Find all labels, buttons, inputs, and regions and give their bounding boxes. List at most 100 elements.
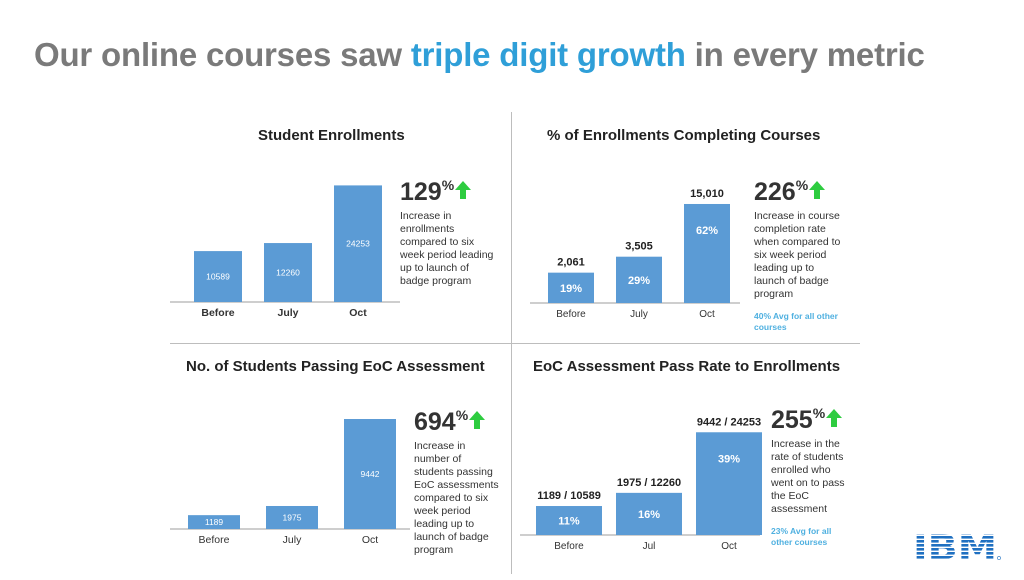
bar-value-label: 62% (696, 225, 718, 237)
category-label: Oct (699, 309, 715, 320)
bar-top-label: 9442 / 24253 (697, 416, 761, 428)
growth-unit: % (812, 405, 826, 421)
headline-part1: Our online courses saw (34, 36, 411, 73)
growth-unit: % (441, 177, 455, 193)
note-line: other courses (771, 537, 828, 547)
headline-highlight: triple digit growth (410, 36, 686, 73)
description-line: assessment (771, 503, 828, 515)
description-line: launch of badge (414, 531, 489, 543)
ibm-logo: IBM (913, 528, 1001, 567)
bar-before (188, 515, 240, 529)
bar-value-label: 9442 (361, 469, 380, 479)
bar-top-label: 1189 / 10589 (537, 490, 601, 502)
bar-value-label: 10589 (206, 272, 230, 282)
note-line: 23% Avg for all (771, 526, 832, 536)
category-label: Before (556, 309, 586, 320)
bar-value-label: 1975 (283, 512, 302, 522)
bar-july (616, 256, 662, 303)
bar-value-label: 11% (558, 516, 580, 528)
description-line: week period (414, 505, 471, 517)
growth-block-pass-rate: 255% Increase in the rate of students en… (771, 405, 871, 548)
description-line: week period leading (400, 249, 494, 261)
category-label: Oct (349, 307, 367, 319)
average-note: 23% Avg for all other courses (771, 526, 871, 548)
bar-value-label: 12260 (276, 268, 300, 278)
bar-oct (696, 432, 762, 535)
growth-value: 226 (754, 178, 796, 206)
description-line: enrollments (400, 223, 455, 235)
note-line: courses (754, 322, 787, 332)
description-line: badge program (400, 275, 472, 287)
description-line: Increase in (400, 210, 452, 222)
bar-value-label: 16% (638, 509, 660, 521)
growth-unit: % (795, 177, 809, 193)
bar-top-label: 2,061 (557, 257, 585, 269)
description-line: the EoC (771, 490, 809, 502)
growth-description: Increase in number of students passing E… (414, 440, 509, 557)
description-line: six week period (754, 249, 827, 261)
up-arrow-icon (455, 179, 472, 204)
up-arrow-icon (826, 407, 843, 432)
growth-value: 694 (414, 408, 456, 436)
growth-value: 129 (400, 178, 442, 206)
category-label: Before (199, 534, 230, 546)
description-line: EoC assessments (414, 479, 499, 491)
bar-before (194, 251, 242, 302)
up-arrow-icon (469, 409, 486, 434)
bar-before (548, 272, 594, 303)
chart-title-completing-courses: % of Enrollments Completing Courses (547, 127, 821, 144)
growth-value: 255 (771, 406, 813, 434)
bar-july (264, 243, 312, 302)
note-line: 40% Avg for all other (754, 311, 838, 321)
description-line: Increase in course (754, 210, 840, 222)
category-label: Oct (721, 541, 737, 552)
category-label: Before (554, 541, 584, 552)
description-line: compared to six (414, 492, 489, 504)
chart-title-students-passing: No. of Students Passing EoC Assessment (186, 358, 485, 375)
growth-block-passing: 694% Increase in number of students pass… (414, 407, 509, 557)
description-line: Increase in the (771, 438, 840, 450)
bar-top-label: 15,010 (690, 188, 724, 200)
description-line: enrolled who (771, 464, 831, 476)
growth-description: Increase in course completion rate when … (754, 210, 859, 301)
description-line: went on to pass (771, 477, 845, 489)
bar-value-label: 39% (718, 453, 740, 465)
description-line: up to launch of (400, 262, 469, 274)
growth-description: Increase in the rate of students enrolle… (771, 438, 871, 516)
growth-description: Increase in enrollments compared to six … (400, 210, 510, 288)
page-headline: Our online courses saw triple digit grow… (34, 36, 925, 74)
description-line: completion rate (754, 223, 826, 235)
description-line: program (754, 288, 794, 300)
chart-title-pass-rate: EoC Assessment Pass Rate to Enrollments (533, 358, 841, 375)
bar-value-label: 29% (628, 275, 650, 287)
description-line: leading up to (754, 262, 815, 274)
bar-top-label: 3,505 (625, 241, 653, 253)
headline-part2: in every metric (685, 36, 925, 73)
category-label: Before (201, 307, 234, 319)
description-line: launch of badge (754, 275, 829, 287)
description-line: Increase in (414, 440, 466, 452)
description-line: number of (414, 453, 462, 465)
category-label: July (283, 534, 302, 546)
category-label: Jul (643, 541, 656, 552)
bar-oct (334, 185, 382, 302)
average-note: 40% Avg for all other courses (754, 311, 859, 333)
bar-oct (684, 203, 730, 303)
description-line: rate of students (771, 451, 844, 463)
category-label: Oct (362, 534, 378, 546)
bar-top-label: 1975 / 12260 (617, 477, 681, 489)
description-line: students passing (414, 466, 493, 478)
horizontal-divider (170, 343, 860, 344)
category-label: July (630, 309, 648, 320)
description-line: compared to six (400, 236, 475, 248)
ibm-logo-graphic: IBM (913, 528, 1001, 562)
growth-unit: % (455, 407, 469, 423)
up-arrow-icon (809, 179, 826, 204)
growth-block-enrollments: 129% Increase in enrollments compared to… (400, 177, 510, 288)
chart-title-student-enrollments: Student Enrollments (258, 127, 405, 144)
bar-july (266, 505, 318, 529)
category-label: July (277, 307, 298, 319)
description-line: when compared to (754, 236, 841, 248)
